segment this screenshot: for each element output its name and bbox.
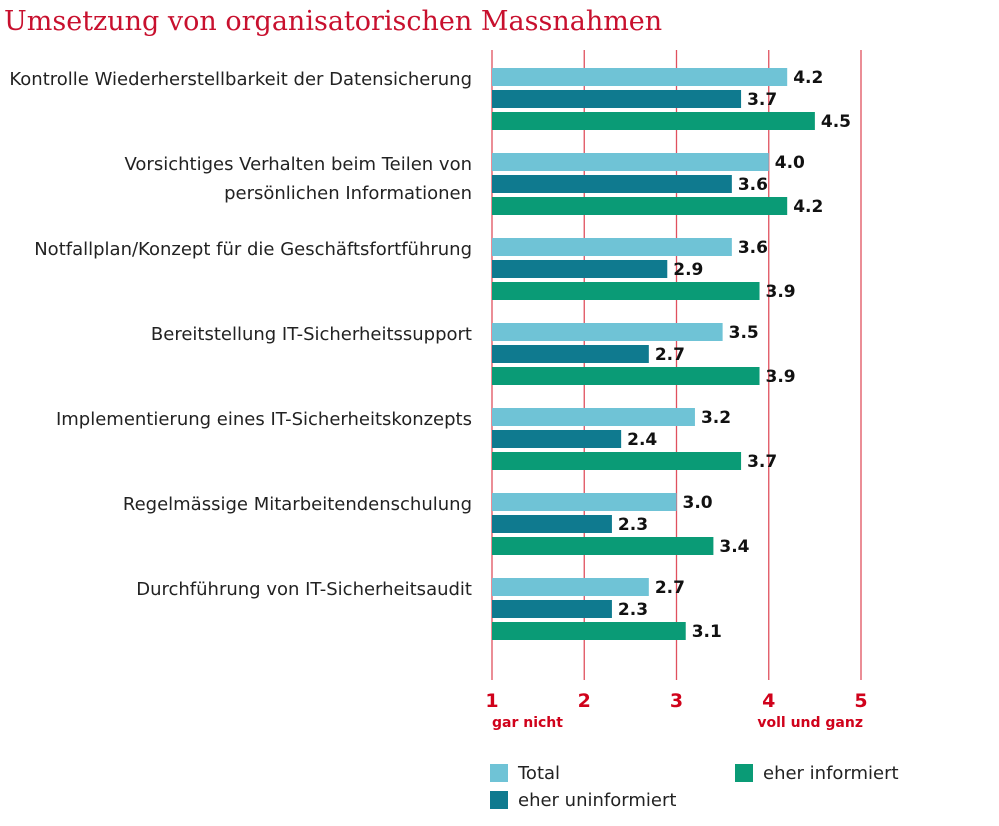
- value-label: 4.5: [821, 112, 851, 132]
- bar: [492, 197, 788, 215]
- bar: [492, 260, 668, 278]
- x-tick-label: 1: [485, 690, 498, 712]
- category-label: Implementierung eines IT-Sicherheitskonz…: [55, 409, 472, 430]
- bar: [492, 323, 723, 341]
- value-label: 2.3: [618, 600, 648, 620]
- x-annotation-low: gar nicht: [492, 715, 563, 731]
- value-label: 4.2: [793, 197, 823, 217]
- value-label: 2.9: [673, 260, 703, 280]
- x-annotation-high: voll und ganz: [757, 715, 863, 731]
- category-label: Durchführung von IT-Sicherheitsaudit: [136, 579, 472, 600]
- category-label: Bereitstellung IT-Sicherheitssupport: [150, 324, 472, 345]
- bar: [492, 345, 649, 363]
- legend-swatch: [735, 764, 753, 782]
- value-label: 3.2: [701, 408, 731, 428]
- value-label: 2.7: [655, 578, 685, 598]
- category-label: Notfallplan/Konzept für die Geschäftsfor…: [34, 239, 472, 260]
- bar: [492, 493, 677, 511]
- bar: [492, 90, 742, 108]
- legend-label: eher informiert: [763, 763, 899, 784]
- bar: [492, 367, 760, 385]
- bar: [492, 408, 695, 426]
- value-label: 4.0: [775, 153, 805, 173]
- chart-title: Umsetzung von organisatorischen Massnahm…: [4, 6, 662, 37]
- legend-swatch: [490, 791, 508, 809]
- value-label: 3.0: [683, 493, 713, 513]
- bar: [492, 452, 742, 470]
- value-label: 3.6: [738, 175, 768, 195]
- legend-label: Total: [517, 763, 560, 784]
- value-label: 2.3: [618, 515, 648, 535]
- value-label: 3.7: [747, 452, 777, 472]
- bar: [492, 175, 732, 193]
- bar: [492, 600, 612, 618]
- legend-label: eher uninformiert: [518, 790, 676, 811]
- bar: [492, 282, 760, 300]
- x-tick-label: 4: [762, 690, 775, 712]
- value-label: 3.9: [766, 367, 796, 387]
- category-label: Vorsichtiges Verhalten beim Teilen von p…: [124, 154, 473, 204]
- bar: [492, 153, 769, 171]
- bar: [492, 112, 815, 130]
- category-label: Kontrolle Wiederherstellbarkeit der Date…: [9, 69, 472, 90]
- value-label: 3.5: [729, 323, 759, 343]
- category-label: Regelmässige Mitarbeitendenschulung: [122, 494, 472, 515]
- bar: [492, 430, 622, 448]
- value-label: 3.6: [738, 238, 768, 258]
- value-label: 4.2: [793, 68, 823, 88]
- value-label: 2.4: [627, 430, 657, 450]
- legend-swatch: [490, 764, 508, 782]
- bar: [492, 238, 732, 256]
- bar: [492, 622, 686, 640]
- x-tick-label: 5: [854, 690, 867, 712]
- value-label: 2.7: [655, 345, 685, 365]
- x-tick-label: 3: [670, 690, 683, 712]
- value-label: 3.9: [766, 282, 796, 302]
- value-label: 3.1: [692, 622, 722, 642]
- value-label: 3.7: [747, 90, 777, 110]
- value-label: 3.4: [719, 537, 749, 557]
- bar: [492, 537, 714, 555]
- bar: [492, 578, 649, 596]
- bar: [492, 68, 788, 86]
- x-tick-label: 2: [578, 690, 591, 712]
- bar: [492, 515, 612, 533]
